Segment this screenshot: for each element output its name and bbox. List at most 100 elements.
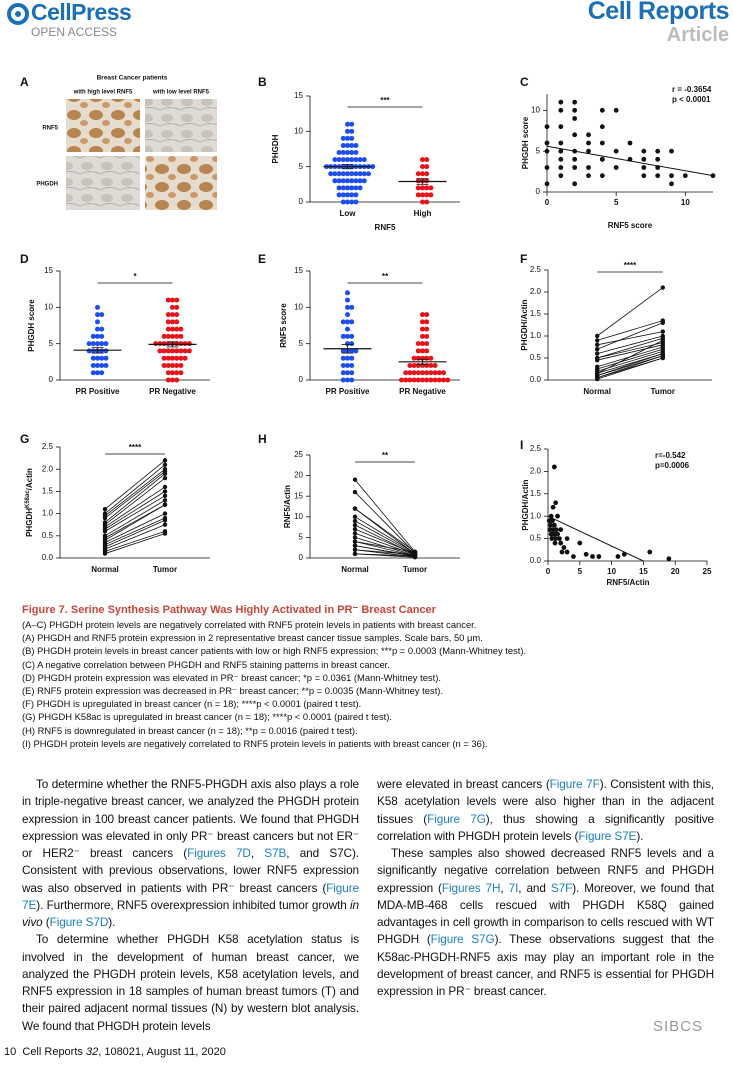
data-point xyxy=(90,341,96,347)
reference-link[interactable]: Figure S7E xyxy=(578,828,637,843)
y-tick-label: 2.0 xyxy=(530,467,542,476)
data-point xyxy=(345,312,350,318)
data-point xyxy=(548,522,553,528)
data-point xyxy=(420,185,425,191)
data-point xyxy=(90,355,96,361)
reference-link[interactable]: 7I xyxy=(508,880,519,895)
data-point xyxy=(415,341,421,347)
data-point xyxy=(660,329,665,334)
data-point xyxy=(370,164,376,170)
data-point xyxy=(102,506,108,512)
data-point xyxy=(178,362,184,368)
y-tick-label: 1.0 xyxy=(530,331,542,340)
reference-link[interactable]: Figure S7D xyxy=(49,915,109,929)
data-point xyxy=(613,107,619,113)
text-run: ). These observations suggest that the K… xyxy=(377,932,715,998)
reference-link[interactable]: Figure 7G xyxy=(427,811,486,826)
data-point xyxy=(666,556,672,562)
data-point xyxy=(102,529,108,534)
data-point xyxy=(161,355,167,361)
reference-link[interactable]: Figures 7H xyxy=(441,880,501,895)
x-axis-label: RNF5/Actin xyxy=(606,578,649,587)
data-point xyxy=(424,199,430,205)
significance-label: ** xyxy=(382,451,389,460)
data-point xyxy=(186,348,192,354)
data-point xyxy=(558,156,564,162)
x-tick-label: Tumor xyxy=(403,565,427,574)
data-point xyxy=(352,489,358,495)
data-point xyxy=(571,554,576,559)
data-point xyxy=(90,362,96,368)
data-point xyxy=(553,527,559,533)
data-point xyxy=(428,377,434,383)
data-point xyxy=(572,116,578,121)
data-point xyxy=(352,522,358,528)
y-tick-label: 5 xyxy=(299,533,304,542)
data-point xyxy=(161,348,167,354)
trend-line xyxy=(547,515,644,562)
pair-line xyxy=(104,499,166,537)
x-tick-label: High xyxy=(414,209,432,218)
data-point xyxy=(682,173,688,179)
reference-link[interactable]: S7F xyxy=(550,880,573,895)
data-point xyxy=(165,362,171,368)
y-tick-label: 0.5 xyxy=(530,534,542,543)
pair-line xyxy=(597,331,663,346)
data-point xyxy=(349,150,355,156)
data-point xyxy=(415,185,421,191)
data-point xyxy=(551,522,557,528)
y-tick-label: 0 xyxy=(299,197,304,206)
logo-icon xyxy=(7,3,29,25)
data-point xyxy=(420,319,425,325)
data-point xyxy=(349,333,355,339)
data-point xyxy=(178,370,184,376)
data-point xyxy=(641,156,647,162)
x-tick-label: 5 xyxy=(614,198,619,207)
panel-a-title: Breast Cancer patients xyxy=(97,75,168,82)
reference-link[interactable]: Figures 7D xyxy=(187,846,251,860)
data-point xyxy=(340,185,346,191)
data-point xyxy=(349,199,355,205)
pair-line xyxy=(104,473,166,523)
text-run: ), thus showing a significantly positive… xyxy=(377,811,714,843)
data-point xyxy=(599,156,605,162)
data-point xyxy=(357,157,363,163)
x-tick-label: 0 xyxy=(546,567,551,576)
caption-line: (D) PHGDH protein expression was elevate… xyxy=(22,671,441,683)
y-tick-label: 20 xyxy=(294,471,303,480)
reference-link[interactable]: Figure 7F xyxy=(549,777,600,791)
data-point xyxy=(428,185,434,191)
data-point xyxy=(352,551,358,557)
x-axis-label: RNF5 xyxy=(375,223,396,232)
data-point xyxy=(345,185,350,191)
data-point xyxy=(555,531,560,537)
x-tick-label: PR Negative xyxy=(399,387,446,396)
x-tick-label: PR Positive xyxy=(75,387,120,396)
data-point xyxy=(86,341,92,347)
data-point xyxy=(340,319,346,325)
y-tick-label: 25 xyxy=(294,450,303,459)
panel-letter: E xyxy=(258,252,266,266)
data-point xyxy=(403,377,409,383)
data-point xyxy=(432,377,438,383)
data-point xyxy=(162,489,168,494)
data-point xyxy=(162,471,168,476)
data-point xyxy=(641,173,647,179)
data-point xyxy=(102,551,108,556)
data-point xyxy=(174,377,180,383)
data-point xyxy=(586,132,591,138)
text-run: ). xyxy=(636,828,644,843)
data-point xyxy=(710,173,716,179)
pair-line xyxy=(104,517,166,546)
data-point xyxy=(407,362,413,368)
data-point xyxy=(432,370,438,376)
reference-link[interactable]: S7B xyxy=(264,846,287,860)
reference-link[interactable]: Figure 7E xyxy=(22,880,359,912)
y-axis-label: PHGDH score xyxy=(521,116,530,169)
data-point xyxy=(345,157,350,163)
data-point xyxy=(349,319,355,325)
reference-link[interactable]: Figure S7G xyxy=(430,932,495,947)
pair-line xyxy=(104,495,166,532)
data-point xyxy=(420,164,425,170)
data-point xyxy=(596,554,602,559)
